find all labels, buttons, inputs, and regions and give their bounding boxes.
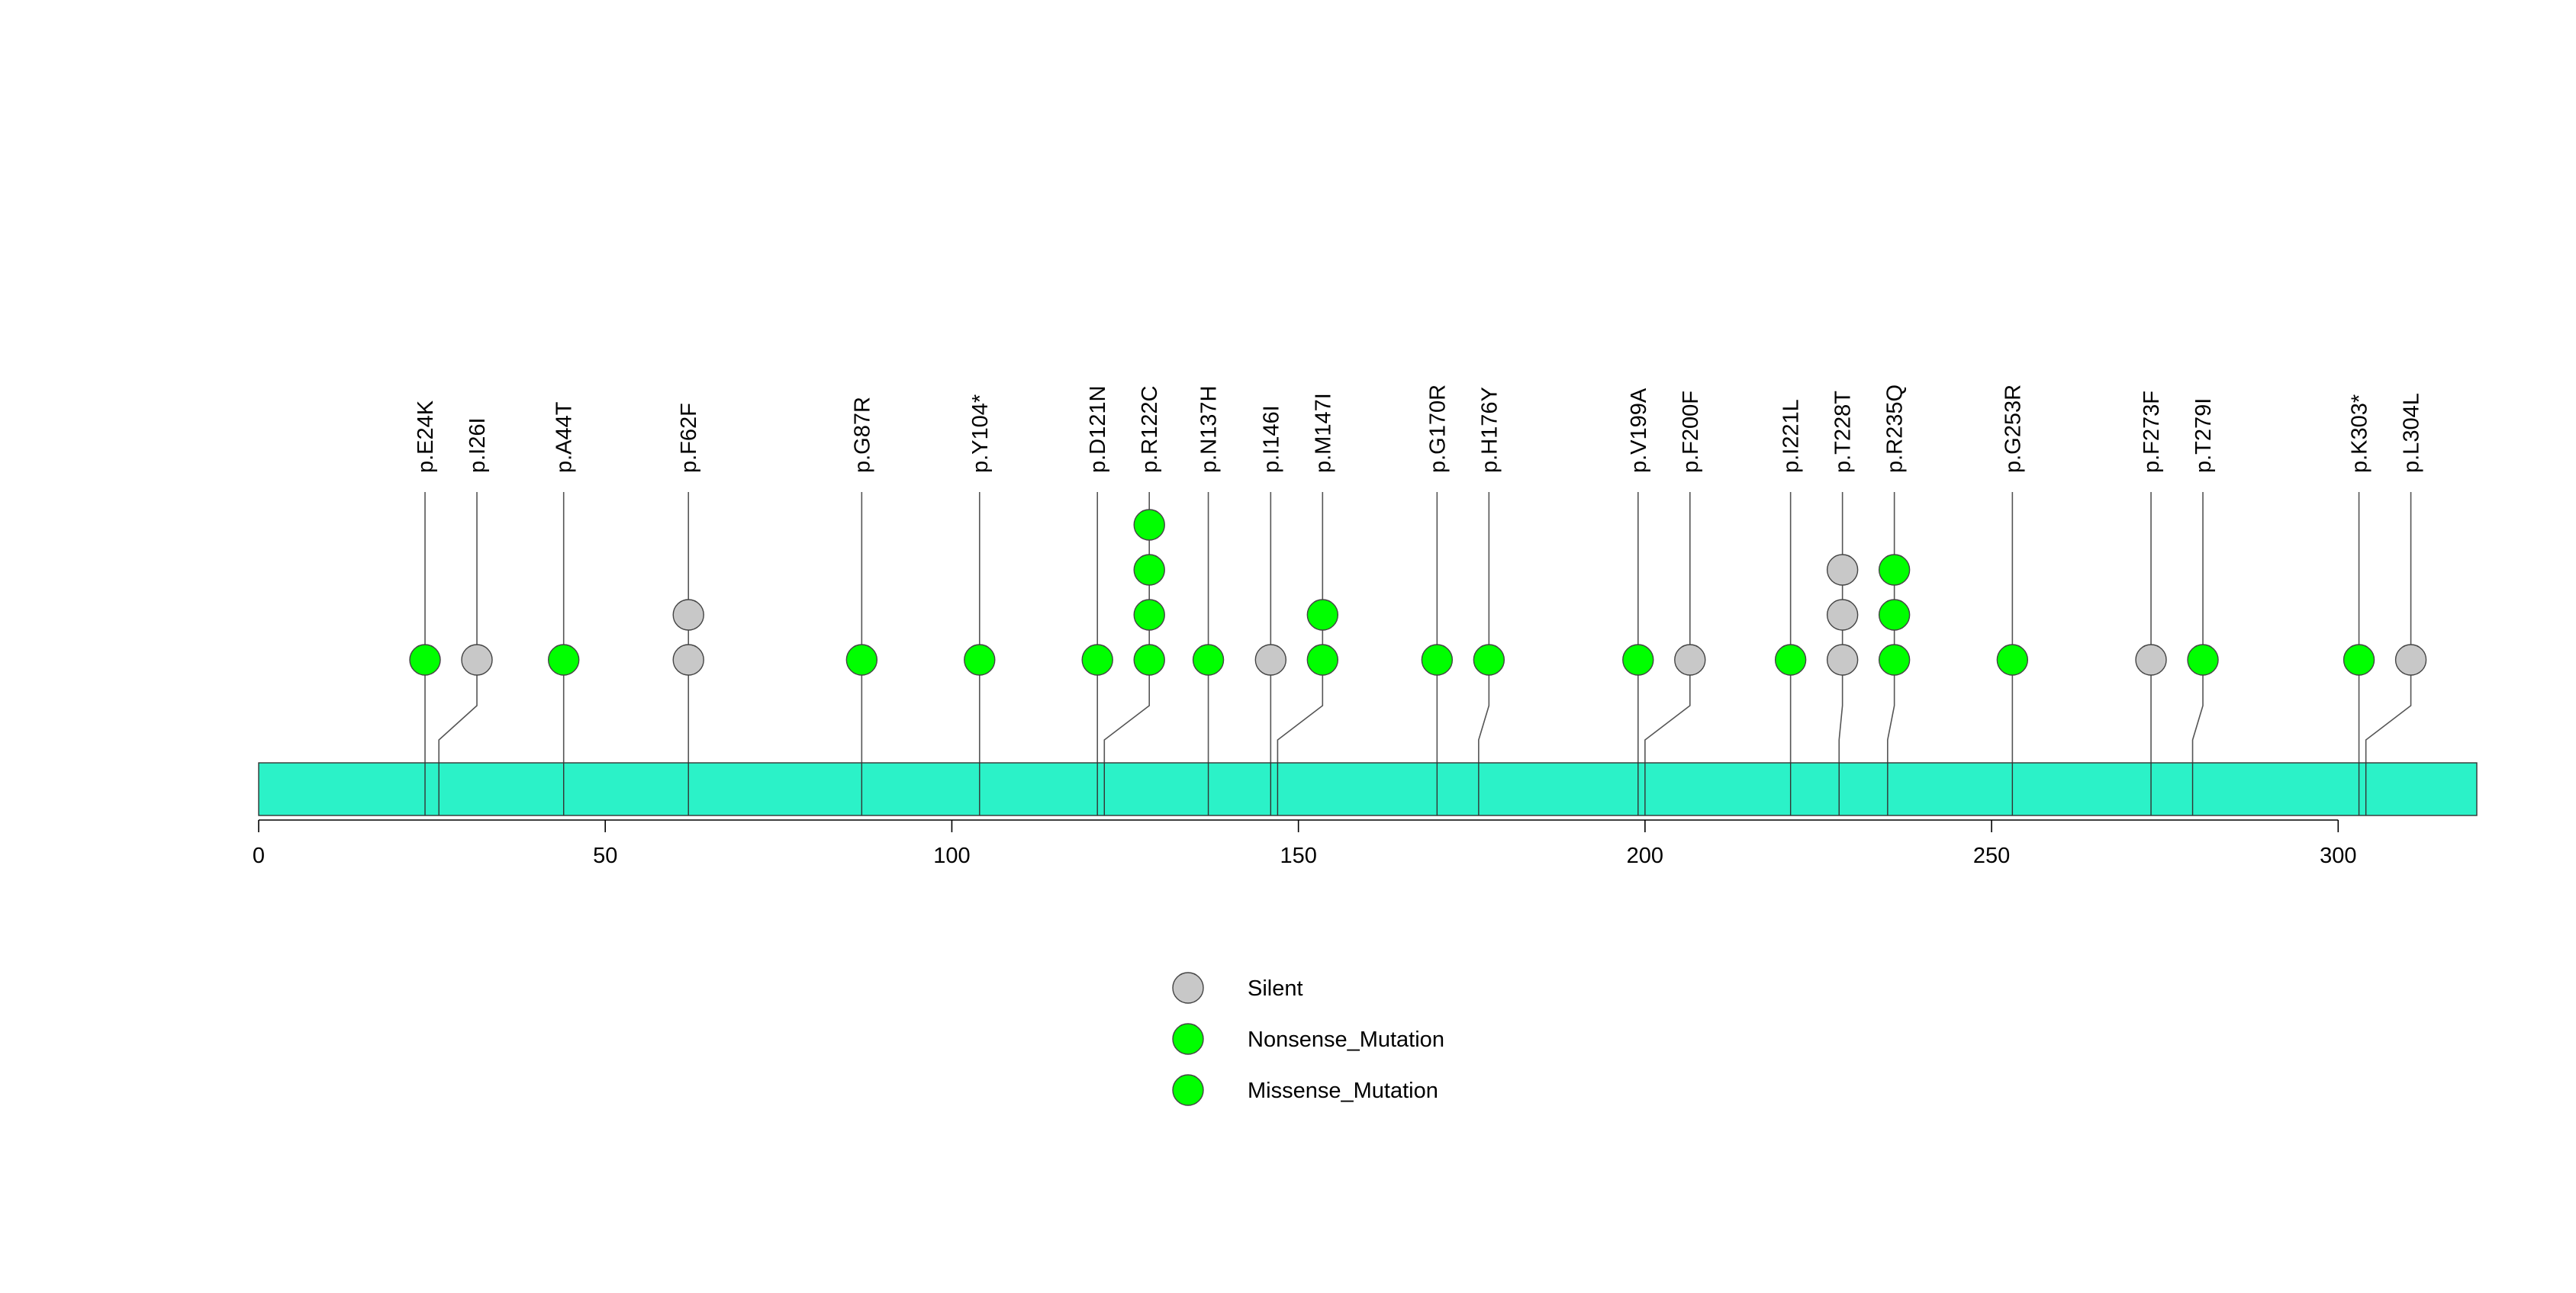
legend-swatch bbox=[1172, 1023, 1204, 1055]
mutation-dot bbox=[1421, 644, 1454, 676]
mutation-label: p.F273F bbox=[2140, 391, 2164, 473]
mutation-dot bbox=[672, 599, 704, 631]
mutation-dot bbox=[2135, 644, 2167, 676]
mutation-dot bbox=[845, 644, 878, 676]
legend-swatch bbox=[1172, 1074, 1204, 1106]
mutation-label: p.G253R bbox=[2001, 384, 2025, 473]
mutation-stem bbox=[1887, 492, 1895, 763]
mutation-label: p.I146I bbox=[1259, 405, 1283, 473]
mutation-dot bbox=[1192, 644, 1225, 676]
mutation-dot bbox=[409, 644, 441, 676]
mutation-dot bbox=[1473, 644, 1505, 676]
mutation-stem bbox=[1478, 492, 1490, 763]
mutation-dots bbox=[409, 509, 2427, 676]
mutation-dot bbox=[1622, 644, 1654, 676]
mutation-label: p.F200F bbox=[1679, 391, 1703, 473]
protein-domain-bar bbox=[258, 762, 2478, 816]
legend: Silent Nonsense_Mutation Missense_Mutation bbox=[1172, 972, 1444, 1106]
mutation-label: p.A44T bbox=[552, 401, 577, 473]
mutation-label: p.R122C bbox=[1138, 386, 1162, 473]
mutation-dot bbox=[1996, 644, 2029, 676]
x-tick-label: 100 bbox=[933, 844, 970, 868]
mutation-label: p.L304L bbox=[2400, 393, 2424, 473]
mutation-dot bbox=[1826, 554, 1859, 586]
mutation-dot bbox=[1254, 644, 1287, 676]
x-tick-label: 250 bbox=[1973, 844, 2010, 868]
mutation-dot bbox=[1774, 644, 1807, 676]
mutation-label: p.R235Q bbox=[1883, 384, 1908, 473]
mutation-dot bbox=[2187, 644, 2219, 676]
mutation-label: p.K303* bbox=[2348, 394, 2372, 473]
mutation-stem bbox=[2365, 492, 2412, 763]
mutation-dot bbox=[461, 644, 493, 676]
x-tick-label: 300 bbox=[2320, 844, 2356, 868]
mutation-dot bbox=[964, 644, 996, 676]
mutation-stem bbox=[1838, 492, 1843, 763]
mutation-label: p.E24K bbox=[414, 400, 438, 473]
legend-swatch bbox=[1172, 972, 1204, 1004]
mutation-dot bbox=[1878, 554, 1911, 586]
mutation-dot bbox=[2343, 644, 2375, 676]
mutation-label: p.I221L bbox=[1779, 399, 1804, 473]
legend-label: Silent bbox=[1248, 976, 1303, 1001]
mutation-dot bbox=[1878, 644, 1911, 676]
mutation-stem bbox=[1103, 492, 1151, 763]
mutation-dot bbox=[1306, 599, 1339, 631]
mutation-dot bbox=[1826, 599, 1859, 631]
mutation-label: p.G170R bbox=[1425, 384, 1450, 473]
mutation-dot bbox=[1133, 509, 1165, 541]
mutation-dot bbox=[1306, 644, 1339, 676]
mutation-dot bbox=[1674, 644, 1706, 676]
mutation-label: p.G87R bbox=[850, 397, 874, 473]
mutation-stem bbox=[2191, 492, 2204, 763]
mutation-label: p.D121N bbox=[1086, 386, 1110, 473]
mutation-label: p.V199A bbox=[1627, 388, 1651, 473]
mutation-label: p.Y104* bbox=[968, 394, 993, 473]
mutation-dot bbox=[1133, 599, 1165, 631]
mutation-dot bbox=[1081, 644, 1113, 676]
mutation-dot bbox=[1133, 554, 1165, 586]
mutation-label: p.M147I bbox=[1311, 393, 1335, 473]
mutation-label: p.I26I bbox=[465, 417, 490, 473]
x-tick-label: 0 bbox=[253, 844, 265, 868]
x-tick-label: 150 bbox=[1280, 844, 1316, 868]
mutation-stem bbox=[1644, 492, 1691, 763]
mutation-stem bbox=[438, 492, 478, 763]
x-tick-label: 200 bbox=[1627, 844, 1663, 868]
legend-label: Nonsense_Mutation bbox=[1248, 1028, 1444, 1052]
x-axis: 0 50 100 150 200 250 300 bbox=[253, 819, 2357, 868]
x-tick-label: 50 bbox=[593, 844, 617, 868]
mutation-dot bbox=[2394, 644, 2427, 676]
mutation-dot bbox=[1878, 599, 1911, 631]
mutation-label: p.F62F bbox=[677, 403, 701, 473]
mutation-label: p.T279I bbox=[2191, 398, 2216, 473]
mutation-label: p.N137H bbox=[1197, 386, 1222, 473]
mutation-stem bbox=[1277, 492, 1324, 763]
mutation-dot bbox=[672, 644, 704, 676]
mutation-label: p.H176Y bbox=[1477, 387, 1502, 473]
mutation-label: p.T228T bbox=[1831, 391, 1856, 473]
mutation-labels: p.E24K p.I26I p.A44T p.F62F p.G87R p.Y104* p.D… bbox=[414, 384, 2424, 473]
mutation-dot bbox=[1826, 644, 1859, 676]
bar-position-marks bbox=[424, 763, 2367, 815]
stems-group bbox=[424, 492, 2412, 763]
legend-label: Missense_Mutation bbox=[1248, 1079, 1438, 1103]
mutation-dot bbox=[1133, 644, 1165, 676]
mutation-dot bbox=[548, 644, 580, 676]
